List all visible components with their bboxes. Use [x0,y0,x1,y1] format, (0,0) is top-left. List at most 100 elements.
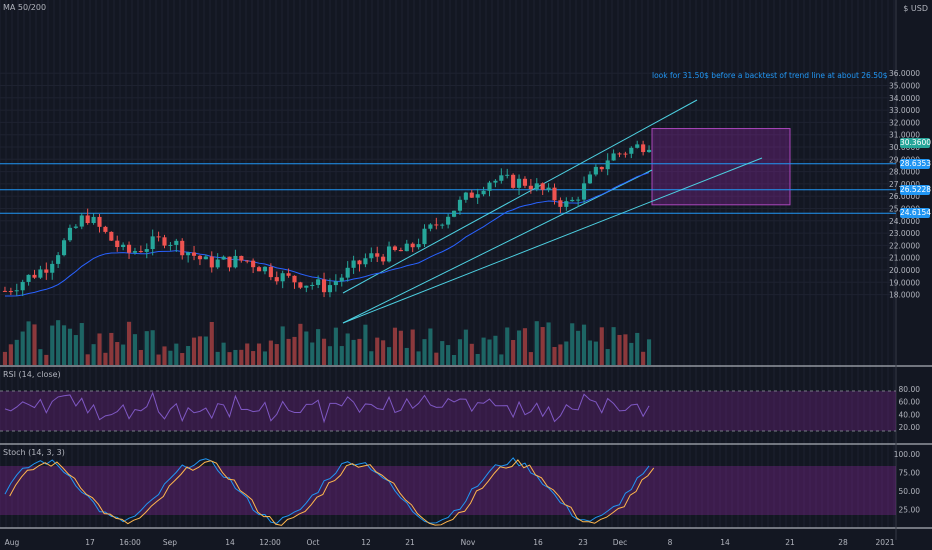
candle-body [2,290,8,292]
ma-line [4,172,650,297]
candle-body [126,244,132,253]
candle-body [156,236,161,238]
volume-bar [280,326,285,365]
time-tick-label: Nov [461,538,476,547]
candle-body [581,183,587,200]
candle-body [540,183,545,190]
volume-bar [91,344,96,365]
volume-bar [156,354,161,365]
volume-bar [386,347,392,365]
volume-bar [50,325,55,365]
candle-body [440,224,445,226]
volume-bar [310,342,315,365]
candle-body [191,252,197,256]
candle-body [79,215,84,227]
candle-body [174,240,179,245]
volume-bar [2,351,8,365]
volume-bar [321,338,327,365]
price-tick-label: 26.0000 [889,192,920,201]
candle-body [499,175,504,181]
price-tag: 26.5228 [900,184,932,195]
volume-bar [511,339,516,365]
candle-body [587,174,593,184]
price-tick-label: 32.0000 [889,118,920,127]
stoch-d-line [9,459,655,526]
moving-average [4,172,650,297]
volume-bar [245,343,250,365]
volume-bar [505,327,510,365]
candle-body [262,266,268,272]
stoch-tick-label: 50.00 [899,487,921,496]
candle-body [144,249,149,252]
candle-body [38,269,43,278]
candle-body [528,185,533,190]
main-pane-title: MA 50/200 [3,3,47,12]
volume-bar [369,351,374,365]
candle-body [180,240,185,256]
volume-bar [623,334,628,365]
volume-bar [641,351,646,365]
volume-bar [209,321,214,365]
rsi-tick-label: 60.00 [899,398,921,407]
currency-label: $ USD [903,4,928,13]
volume-bar [522,328,528,365]
volume-bar [481,337,486,365]
candle-body [286,273,291,276]
time-tick-label: 12 [361,538,371,547]
price-tick-label: 34.0000 [889,94,920,103]
candle-body [256,267,262,272]
candle-body [404,243,409,252]
volume-bar [605,349,610,365]
candle-body [44,269,49,273]
volume-bar [629,342,634,365]
volume-bar [61,325,67,365]
time-tick-label: 21 [405,538,415,547]
candle-body [227,256,232,268]
volume-bar [339,346,344,365]
stoch-pane [0,457,896,526]
volume-bars [2,320,652,365]
candle-body [576,199,581,201]
volume-bar [298,323,303,365]
candle-body [351,260,356,268]
volume-bar [73,335,78,365]
candle-body [410,243,415,248]
volume-bar [292,336,297,365]
candle-body [623,153,628,155]
volume-bar [203,336,208,365]
price-tick-label: 31.0000 [889,131,920,140]
candle-body [434,224,439,226]
candle-body [245,260,250,262]
volume-bar [599,327,604,365]
volume-bar [274,344,279,365]
volume-bar [558,344,563,365]
candle-body [150,236,155,250]
price-tag: 24.6154 [900,208,932,219]
candle-body [552,187,557,201]
volume-bar [316,329,321,365]
price-tick-label: 24.0000 [889,217,920,226]
candle-body [203,256,208,260]
candle-body [593,166,598,175]
volume-bar [351,339,356,365]
volume-bar [268,340,273,365]
volume-bar [451,354,457,365]
volume-bar [564,341,569,365]
volume-bar [635,332,640,365]
candle-body [239,255,244,261]
candle-body [451,210,457,217]
volume-bar [404,347,409,365]
volume-bar [103,352,108,365]
candle-body [516,178,522,188]
time-tick-label: 14 [225,538,235,547]
rsi-tick-label: 80.00 [899,385,921,394]
volume-bar [79,323,84,365]
volume-bar [150,330,155,365]
time-tick-label: 28 [838,538,848,547]
trend-line [342,157,763,324]
time-tick-label: 21 [785,538,795,547]
time-tick-label: 16 [533,538,543,547]
candle-body [109,231,114,241]
price-tick-label: 36.0000 [889,69,920,78]
